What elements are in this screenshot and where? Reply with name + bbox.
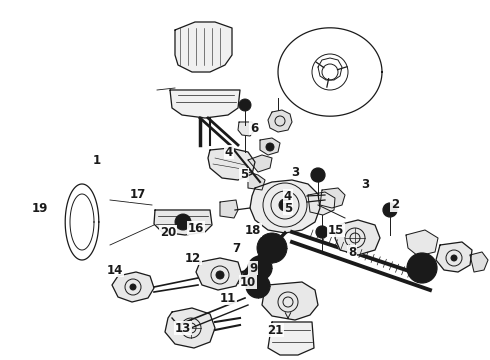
Polygon shape: [248, 155, 272, 172]
Circle shape: [266, 143, 274, 151]
Polygon shape: [268, 110, 292, 132]
Circle shape: [175, 214, 191, 230]
Text: 3: 3: [291, 166, 299, 179]
Polygon shape: [260, 138, 280, 155]
Text: 5: 5: [284, 202, 292, 215]
Circle shape: [315, 172, 321, 178]
Text: 2: 2: [391, 198, 399, 211]
Polygon shape: [165, 308, 215, 348]
Text: 21: 21: [267, 324, 283, 337]
Polygon shape: [248, 172, 265, 190]
Polygon shape: [170, 90, 240, 118]
Circle shape: [257, 233, 287, 263]
Polygon shape: [470, 252, 488, 272]
Circle shape: [311, 168, 325, 182]
Text: 20: 20: [160, 225, 176, 238]
Text: 4: 4: [284, 189, 292, 202]
Circle shape: [130, 284, 136, 290]
Text: 19: 19: [32, 202, 48, 215]
Circle shape: [451, 255, 457, 261]
Text: 15: 15: [328, 224, 344, 237]
Polygon shape: [196, 258, 242, 290]
Text: 14: 14: [107, 264, 123, 276]
Polygon shape: [406, 230, 438, 256]
Text: 6: 6: [250, 122, 258, 135]
Polygon shape: [238, 122, 255, 136]
Text: 17: 17: [130, 189, 146, 202]
Text: 18: 18: [245, 224, 261, 237]
Polygon shape: [335, 220, 380, 255]
Text: 3: 3: [361, 179, 369, 192]
Circle shape: [239, 99, 251, 111]
Polygon shape: [268, 322, 314, 355]
Text: 11: 11: [220, 292, 236, 305]
Text: 7: 7: [232, 242, 240, 255]
Circle shape: [407, 253, 437, 283]
Text: 16: 16: [188, 221, 204, 234]
Polygon shape: [208, 148, 255, 180]
Circle shape: [316, 226, 328, 238]
Text: 10: 10: [240, 275, 256, 288]
Text: 13: 13: [175, 321, 191, 334]
Circle shape: [248, 256, 272, 280]
Polygon shape: [436, 242, 472, 272]
Polygon shape: [320, 188, 345, 208]
Polygon shape: [318, 58, 342, 80]
Text: 4: 4: [225, 145, 233, 158]
Polygon shape: [154, 210, 212, 235]
Circle shape: [387, 207, 393, 213]
Circle shape: [383, 203, 397, 217]
Polygon shape: [250, 180, 320, 233]
Text: 12: 12: [185, 252, 201, 265]
Text: 1: 1: [93, 153, 101, 166]
Circle shape: [279, 199, 291, 211]
Text: 5: 5: [240, 168, 248, 181]
Circle shape: [216, 271, 224, 279]
Circle shape: [246, 274, 270, 298]
Polygon shape: [220, 200, 238, 218]
Text: 8: 8: [348, 246, 356, 258]
Polygon shape: [262, 282, 318, 320]
Text: 9: 9: [249, 261, 257, 274]
Polygon shape: [308, 192, 335, 215]
Polygon shape: [112, 272, 154, 302]
Polygon shape: [175, 22, 232, 72]
